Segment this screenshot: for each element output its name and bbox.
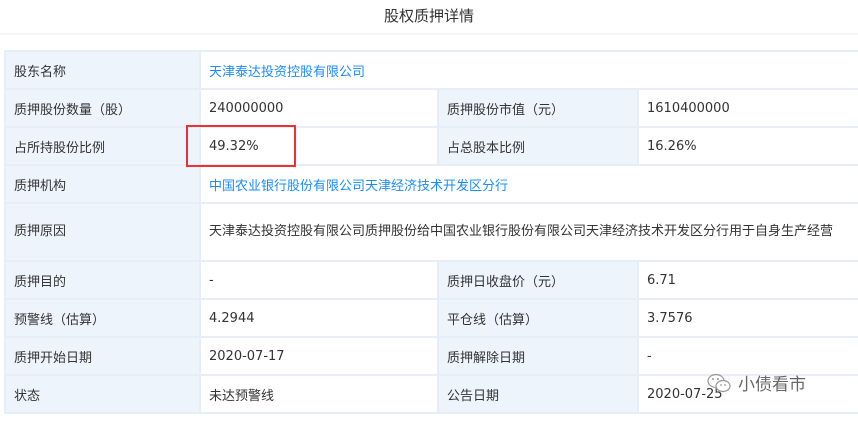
value: 16.26% (637, 126, 858, 166)
value: - (199, 260, 439, 300)
label: 质押股份数量（股） (4, 88, 201, 128)
table-row: 质押原因 天津泰达投资控股有限公司质押股份给中国农业银行股份有限公司天津经济技术开… (4, 202, 858, 262)
value: 未达预警线 (199, 374, 439, 414)
label: 预警线（估算） (4, 298, 201, 338)
value: 天津泰达投资控股有限公司质押股份给中国农业银行股份有限公司天津经济技术开发区分行… (199, 202, 858, 262)
label: 质押原因 (4, 202, 201, 262)
value: 240000000 (199, 88, 439, 128)
pledgee-link[interactable]: 中国农业银行股份有限公司天津经济技术开发区分行 (209, 178, 509, 194)
label: 质押开始日期 (4, 336, 201, 376)
value: 3.7576 (637, 298, 858, 338)
label: 质押目的 (4, 260, 201, 300)
value: 2020-07-25 (637, 374, 858, 414)
label: 占所持股份比例 (4, 126, 201, 166)
table-row: 占所持股份比例 49.32% 占总股本比例 16.26% (4, 126, 858, 166)
label: 质押机构 (4, 164, 201, 204)
table-row: 质押机构 中国农业银行股份有限公司天津经济技术开发区分行 (4, 164, 858, 204)
page-title: 股权质押详情 (383, 7, 474, 25)
table-row: 股东名称 天津泰达投资控股有限公司 (4, 50, 858, 90)
wechat-icon (707, 373, 731, 392)
value: - (637, 336, 858, 376)
table-row: 状态 未达预警线 公告日期 2020-07-25 (4, 374, 858, 414)
watermark: 小债看市 (706, 370, 806, 395)
value: 49.32% (199, 126, 439, 166)
table-row: 预警线（估算） 4.2944 平仓线（估算） 3.7576 (4, 298, 858, 338)
table-row: 质押开始日期 2020-07-17 质押解除日期 - (4, 336, 858, 376)
shareholder-link[interactable]: 天津泰达投资控股有限公司 (209, 64, 366, 80)
watermark-text: 小债看市 (738, 375, 806, 395)
table-row: 质押目的 - 质押日收盘价（元） 6.71 (4, 260, 858, 300)
label: 质押股份市值（元） (437, 88, 639, 128)
label: 公告日期 (437, 374, 639, 414)
table-row: 质押股份数量（股） 240000000 质押股份市值（元） 1610400000 (4, 88, 858, 128)
label: 质押解除日期 (437, 336, 639, 376)
value: 4.2944 (199, 298, 439, 338)
pledge-detail-table: 股东名称 天津泰达投资控股有限公司 质押股份数量（股） 240000000 质押股份市… (4, 50, 858, 414)
divider (0, 33, 858, 35)
label: 占总股本比例 (437, 126, 639, 166)
label: 质押日收盘价（元） (437, 260, 639, 300)
label: 平仓线（估算） (437, 298, 639, 338)
label: 状态 (4, 374, 201, 414)
value: 2020-07-17 (199, 336, 439, 376)
highlight-box (186, 125, 296, 167)
value: 1610400000 (637, 88, 858, 128)
value: 6.71 (637, 260, 858, 300)
label: 股东名称 (4, 50, 201, 90)
